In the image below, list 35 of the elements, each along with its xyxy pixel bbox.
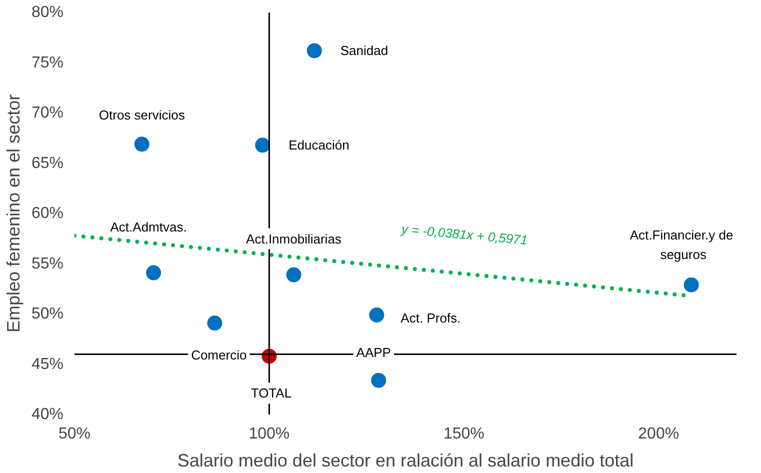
x-tick-label: 100% xyxy=(248,426,290,442)
point xyxy=(146,265,162,280)
y-tick-label: 60% xyxy=(31,205,64,222)
data-label: Act. Profs. xyxy=(400,310,461,326)
data-label: Otros servicios xyxy=(98,108,186,123)
y-tick-label: 55% xyxy=(31,255,64,272)
data-label: Act.Financier.y de seguros xyxy=(630,228,734,262)
x-tick-label: 150% xyxy=(443,426,484,442)
data-label: TOTAL xyxy=(250,386,292,401)
x-tick-label: 200% xyxy=(638,426,680,442)
point xyxy=(207,316,222,331)
y-tick-label: 80% xyxy=(31,4,64,21)
point xyxy=(684,277,699,292)
point xyxy=(255,138,270,153)
point xyxy=(134,136,150,152)
y-tick-label: 45% xyxy=(31,356,64,373)
x-tick-label: 50% xyxy=(58,426,91,442)
annotation: y = -0,0381x + 0,5971 xyxy=(400,221,528,248)
data-label: AAPP xyxy=(356,344,391,360)
y-tick-label: 70% xyxy=(31,104,64,122)
point xyxy=(286,267,302,282)
data-label: Educación xyxy=(288,138,350,153)
data-label: Comercio xyxy=(191,348,247,363)
y-tick-label: 75% xyxy=(31,54,64,72)
data-label: Sanidad xyxy=(340,43,388,58)
data-label: Act.Admtvas. xyxy=(110,219,187,234)
point xyxy=(371,372,386,388)
y-tick-label: 65% xyxy=(31,154,64,172)
y-tick-label: 40% xyxy=(31,406,64,423)
data-label: Act.Inmobiliarias xyxy=(246,231,342,246)
point xyxy=(306,43,322,58)
point xyxy=(369,308,384,322)
y-axis-title: Empleo femenino en el sector xyxy=(3,94,24,333)
x-axis-title: Salario medio del sector en ralación al salario medio total xyxy=(177,450,634,470)
y-tick-label: 50% xyxy=(31,306,64,322)
